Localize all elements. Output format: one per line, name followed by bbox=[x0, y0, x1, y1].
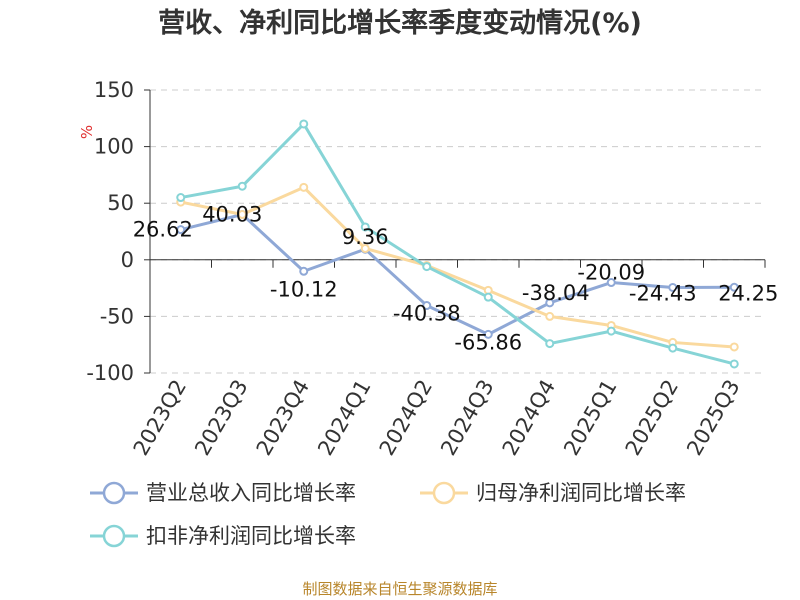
legend-label: 扣非净利润同比增长率 bbox=[146, 524, 356, 548]
data-point bbox=[176, 193, 186, 203]
x-tick-label: 2023Q2 bbox=[129, 376, 191, 460]
y-tick-label: -50 bbox=[100, 304, 134, 328]
data-label: -38.04 bbox=[522, 281, 590, 305]
x-tick-label: 2023Q3 bbox=[190, 376, 252, 460]
data-label: 24.25 bbox=[718, 281, 778, 305]
data-labels: 26.6240.03-10.129.36-40.38-65.86-38.04-2… bbox=[133, 202, 779, 354]
data-point bbox=[237, 181, 247, 191]
data-point bbox=[299, 119, 309, 129]
data-point bbox=[299, 182, 309, 192]
data-point bbox=[606, 278, 616, 288]
data-point bbox=[668, 343, 678, 353]
legend-marker bbox=[102, 524, 126, 548]
data-point bbox=[606, 326, 616, 336]
data-label: -40.38 bbox=[393, 302, 461, 326]
source-note: 制图数据来自恒生聚源数据库 bbox=[302, 580, 497, 598]
x-tick-label: 2024Q3 bbox=[436, 376, 498, 460]
series-line bbox=[180, 185, 735, 349]
data-point bbox=[729, 359, 739, 369]
legend-item-2: 扣非净利润同比增长率 bbox=[90, 524, 356, 548]
series-2 bbox=[176, 119, 739, 369]
series-layer bbox=[176, 119, 739, 369]
legend-marker bbox=[432, 481, 456, 505]
data-point bbox=[545, 339, 555, 349]
data-label: -20.09 bbox=[577, 261, 645, 285]
y-axis-unit: % bbox=[78, 125, 96, 139]
x-tick-label: 2023Q4 bbox=[252, 376, 314, 460]
data-label: -10.12 bbox=[270, 277, 338, 301]
data-label: -24.43 bbox=[629, 281, 697, 305]
data-point bbox=[176, 225, 186, 235]
chart-title: 营收、净利同比增长率季度变动情况(%) bbox=[158, 7, 642, 39]
data-label: -65.86 bbox=[454, 330, 522, 354]
data-point bbox=[483, 292, 493, 302]
legend-label: 归母净利润同比增长率 bbox=[476, 481, 686, 505]
data-point bbox=[545, 311, 555, 321]
data-point bbox=[729, 282, 739, 292]
data-label: 9.36 bbox=[342, 225, 389, 249]
data-point bbox=[360, 222, 370, 232]
data-point bbox=[729, 342, 739, 352]
legend-item-0: 营业总收入同比增长率 bbox=[90, 481, 356, 505]
x-tick-label: 2025Q1 bbox=[559, 376, 621, 460]
data-point bbox=[299, 266, 309, 276]
legend-marker bbox=[102, 481, 126, 505]
x-tick-label: 2024Q1 bbox=[313, 376, 375, 460]
y-tick-label: 150 bbox=[94, 78, 134, 102]
series-line bbox=[180, 122, 735, 366]
series-line bbox=[180, 212, 735, 336]
y-tick-label: -100 bbox=[86, 361, 134, 385]
y-tick-label: 50 bbox=[107, 191, 134, 215]
legend-item-1: 归母净利润同比增长率 bbox=[420, 481, 686, 505]
data-point bbox=[422, 262, 432, 272]
data-point bbox=[545, 298, 555, 308]
y-tick-label: 100 bbox=[94, 135, 134, 159]
data-label: 26.62 bbox=[133, 218, 193, 242]
legend-label: 营业总收入同比增长率 bbox=[146, 481, 356, 505]
x-tick-label: 2024Q4 bbox=[498, 376, 560, 460]
data-label: 40.03 bbox=[202, 202, 262, 226]
x-tick-label: 2024Q2 bbox=[375, 376, 437, 460]
data-point bbox=[360, 243, 370, 253]
x-tick-label: 2025Q2 bbox=[621, 376, 683, 460]
data-point bbox=[483, 329, 493, 339]
x-tick-label: 2025Q3 bbox=[682, 376, 744, 460]
y-tick-label: 0 bbox=[121, 248, 134, 272]
data-point bbox=[237, 210, 247, 220]
data-point bbox=[422, 301, 432, 311]
data-point bbox=[668, 282, 678, 292]
